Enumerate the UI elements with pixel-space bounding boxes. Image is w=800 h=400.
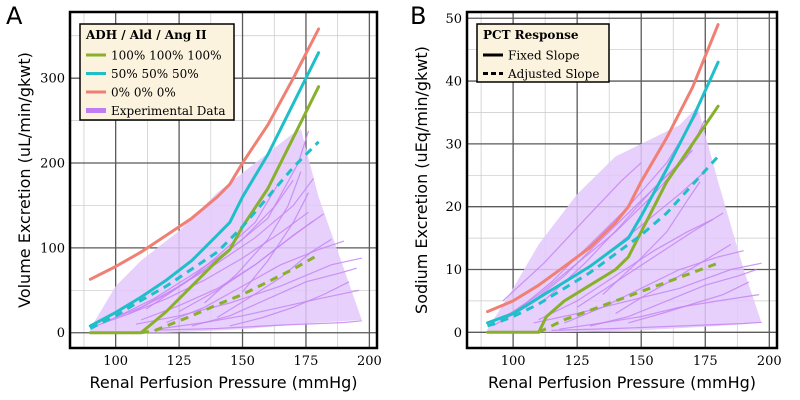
x-tick-label: 100: [103, 354, 128, 369]
y-tick-label: 0: [454, 326, 462, 341]
experimental-data-line: [551, 321, 762, 331]
experimental-data-line: [191, 267, 357, 327]
legend-label: 50% 50% 50%: [111, 67, 199, 81]
experimental-data-line: [615, 243, 732, 315]
x-tick-label: 125: [565, 354, 590, 369]
series-solid-line: [486, 23, 720, 314]
chart-panel-b: 100 125 150 175 200 0 10 20 30 40 50 Renal Perfusio…: [412, 10, 782, 392]
experimental-data-line: [229, 281, 350, 327]
y-tick-label: 0: [57, 326, 65, 341]
legend-label: Fixed Slope: [508, 49, 580, 63]
experimental-data-band: [487, 106, 762, 333]
series-dashed-line: [538, 261, 719, 334]
y-tick-label: 40: [445, 75, 462, 90]
experimental-data-band: [90, 129, 362, 333]
y-tick-label: 30: [445, 137, 462, 152]
plot-frame: [68, 10, 379, 350]
x-tick-label: 175: [693, 354, 718, 369]
x-tick-label: 100: [501, 354, 526, 369]
x-tick-label: 200: [757, 354, 782, 369]
y-tick-label: 100: [40, 241, 65, 256]
y-tick-label: 50: [445, 12, 462, 27]
experimental-data-line: [576, 212, 724, 308]
experimental-data-line: [153, 320, 362, 331]
experimental-data-line: [559, 294, 760, 330]
x-tick-label: 150: [629, 354, 654, 369]
experimental-data-line: [242, 192, 310, 293]
series-solid-line: [88, 85, 321, 335]
experimental-data-line: [216, 238, 332, 319]
y-tick-label: 200: [40, 157, 65, 172]
experimental-data-line: [145, 183, 279, 310]
legend: ADH / Ald / Ang II 100% 100% 100% 50% 50% …: [79, 23, 235, 121]
legend-label: 0% 0% 0%: [111, 86, 176, 100]
x-axis-label: Renal Perfusion Pressure (mmHg): [488, 373, 756, 392]
legend-label: Adjusted Slope: [507, 67, 599, 81]
panel-letter-b: B: [410, 2, 426, 30]
series-dashed-line: [486, 155, 720, 328]
legend: PCT Response Fixed Slope Adjusted Slope: [476, 23, 610, 83]
chart-panel-a: 100 125 150 175 200 0 100 200 300 Renal Perfusion…: [15, 10, 382, 392]
x-tick-label: 200: [357, 354, 382, 369]
y-axis-label: Sodium Excretion (uEq/min/gkwt): [412, 46, 431, 314]
series-solid-line: [88, 27, 321, 281]
y-tick-label: 10: [445, 263, 462, 278]
experimental-data-line: [628, 281, 750, 324]
experimental-data-line: [502, 162, 642, 302]
experimental-data-line: [512, 112, 699, 314]
panel-letter-a: A: [6, 2, 23, 30]
experimental-data-line: [161, 289, 360, 330]
legend-label: 100% 100% 100%: [111, 49, 222, 63]
y-axis-label: Volume Excretion (uL/min/gkwt): [15, 52, 34, 308]
experimental-data-line: [533, 262, 762, 324]
series-solid-line: [486, 104, 720, 334]
x-tick-label: 175: [294, 354, 319, 369]
series-solid-line: [88, 51, 321, 328]
series-dashed-line: [89, 140, 320, 330]
series-dashed-line: [140, 253, 320, 335]
legend-title: ADH / Ald / Ang II: [85, 28, 207, 42]
experimental-data-line: [589, 268, 757, 327]
plot-frame: [465, 10, 779, 350]
x-tick-label: 150: [230, 354, 255, 369]
experimental-data-line: [538, 218, 714, 321]
legend-title: PCT Response: [483, 28, 579, 42]
experimental-data-line: [204, 171, 302, 304]
experimental-data-line: [135, 257, 362, 325]
experimental-data-line: [166, 240, 345, 324]
y-tick-label: 300: [40, 72, 65, 87]
legend-label: Experimental Data: [111, 104, 225, 118]
experimental-data-line: [564, 250, 744, 324]
y-tick-label: 20: [445, 200, 462, 215]
x-axis-label: Renal Perfusion Pressure (mmHg): [89, 373, 357, 392]
series-solid-line: [486, 60, 720, 325]
experimental-data-line: [602, 181, 701, 296]
x-tick-label: 125: [167, 354, 192, 369]
experimental-data-line: [178, 213, 325, 313]
